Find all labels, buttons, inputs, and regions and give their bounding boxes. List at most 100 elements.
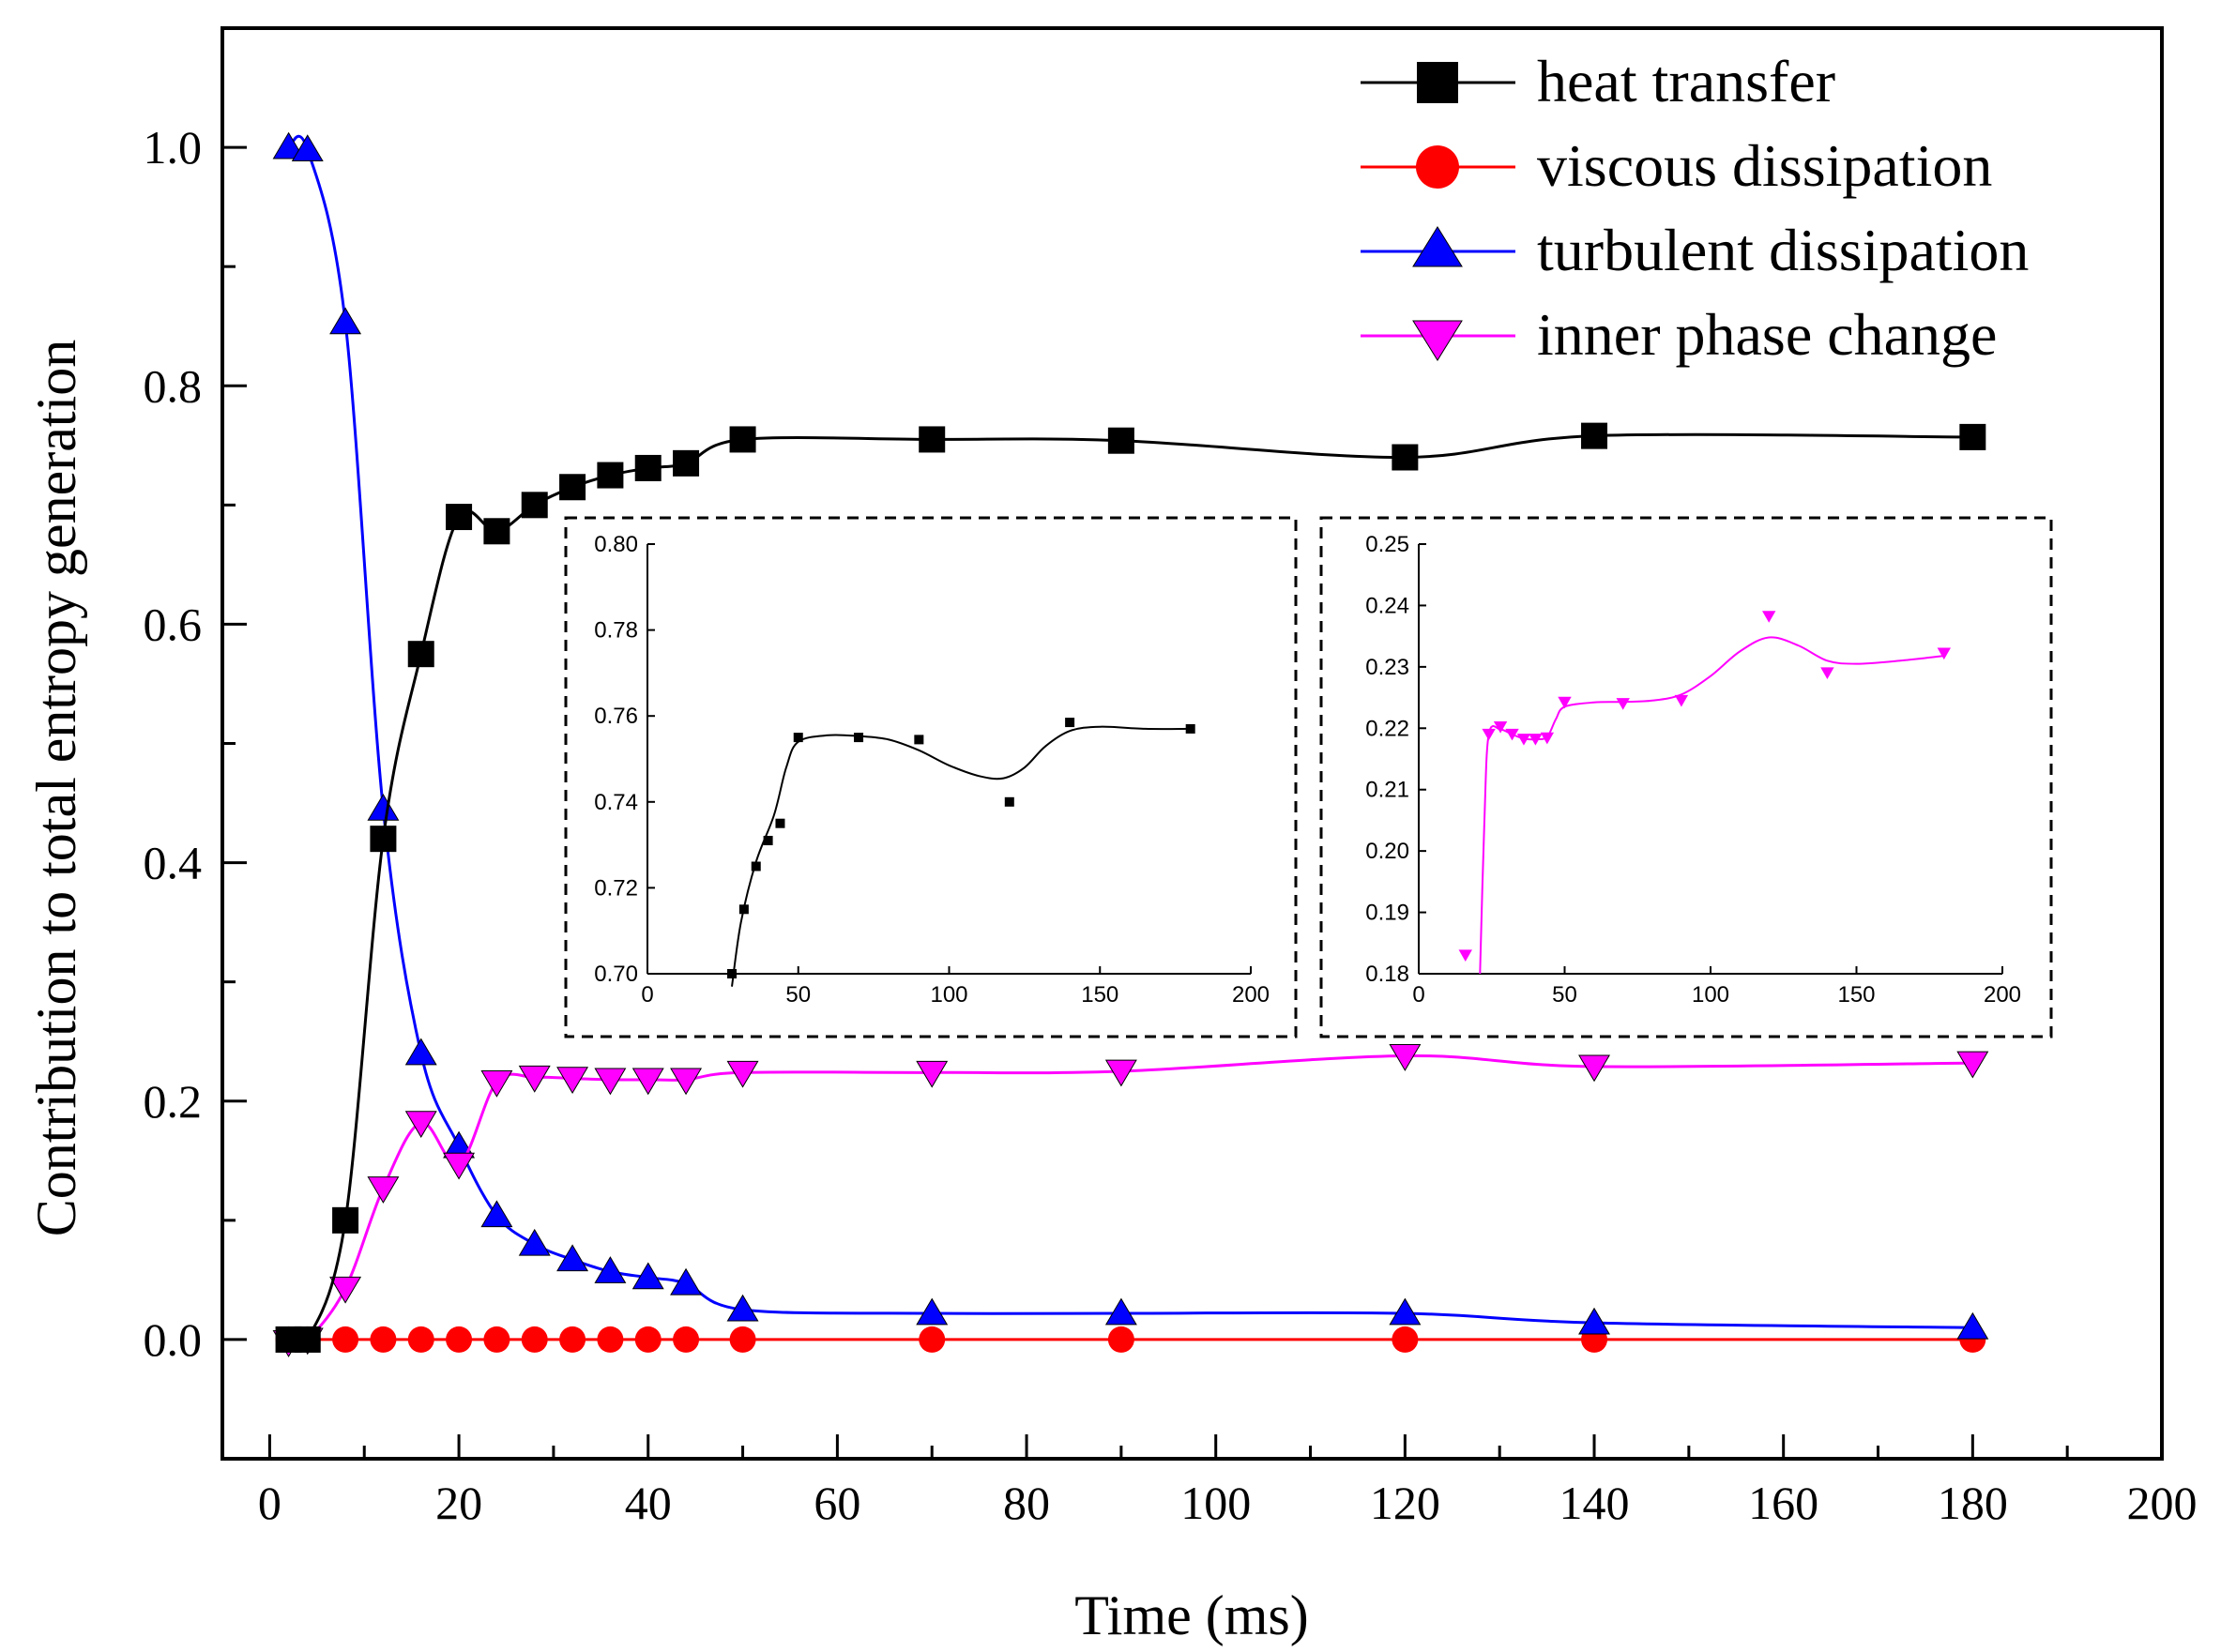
y-tick-label: 0.8 [144, 359, 203, 412]
data-point-heat-transfer [673, 449, 700, 477]
data-point-heat-transfer [1392, 444, 1419, 471]
inset-x-tick-label: 150 [1837, 982, 1875, 1008]
legend-label-turbulent-dissipation: turbulent dissipation [1537, 217, 2029, 283]
legend-label-inner-phase-change: inner phase change [1537, 301, 1997, 368]
legend: heat transfer viscous dissipation turbul… [1361, 48, 2029, 368]
inset-data-point-heat-transfer [1065, 718, 1075, 728]
data-point-heat-transfer [729, 426, 756, 453]
inset-data-point-heat-transfer [914, 735, 924, 745]
inset-data-point-inner-phase-change [1937, 647, 1951, 660]
y-tick-label: 0.6 [144, 598, 203, 650]
inset-x-tick-label: 0 [641, 982, 653, 1008]
inset-x-tick-label: 150 [1081, 982, 1118, 1008]
data-point-inner-phase-change [726, 1060, 759, 1088]
data-point-inner-phase-change [367, 1176, 400, 1204]
inset-border [564, 516, 1298, 1038]
legend-entry-heat-transfer: heat transfer [1361, 48, 1835, 114]
data-point-heat-transfer [1581, 422, 1608, 449]
inset-data-point-heat-transfer [775, 818, 785, 828]
x-tick-label: 180 [1938, 1477, 2008, 1529]
inset-x-tick-label: 0 [1412, 982, 1424, 1008]
data-point-heat-transfer [294, 1326, 321, 1353]
data-point-inner-phase-change [404, 1111, 437, 1139]
data-point-inner-phase-change [1104, 1059, 1137, 1087]
inset-border [1319, 516, 2053, 1038]
data-point-viscous-dissipation [634, 1326, 662, 1353]
data-point-turbulent-dissipation [480, 1200, 513, 1228]
legend-label-heat-transfer: heat transfer [1537, 48, 1835, 114]
data-point-viscous-dissipation [407, 1326, 434, 1353]
data-point-turbulent-dissipation [518, 1228, 551, 1256]
inset-y-tick-label: 0.74 [594, 790, 638, 815]
inset-x-tick-label: 50 [1552, 982, 1577, 1008]
data-point-turbulent-dissipation [1104, 1297, 1137, 1326]
inset-y-tick-label: 0.18 [1365, 962, 1409, 987]
inset-data-point-inner-phase-change [1493, 720, 1508, 734]
data-point-heat-transfer [483, 518, 510, 545]
y-axis-title: Contribution to total entropy generation [25, 340, 87, 1236]
inset-y-tick-label: 0.72 [594, 875, 638, 901]
inset-y-tick-label: 0.23 [1365, 655, 1409, 680]
inset-data-point-heat-transfer [763, 836, 773, 846]
y-tick-label: 0.4 [144, 837, 203, 889]
data-point-turbulent-dissipation [631, 1262, 664, 1290]
legend-entry-turbulent-dissipation: turbulent dissipation [1361, 217, 2029, 283]
data-point-heat-transfer [597, 462, 624, 489]
x-tick-label: 160 [1748, 1477, 1818, 1529]
data-point-heat-transfer [446, 504, 473, 531]
inset-data-point-inner-phase-change [1540, 732, 1555, 745]
inset-data-point-heat-transfer [793, 733, 803, 743]
x-tick-label: 80 [1003, 1477, 1050, 1529]
data-point-turbulent-dissipation [1956, 1311, 1989, 1340]
inset-data-point-heat-transfer [727, 969, 738, 978]
series-viscous-dissipation [275, 1326, 1986, 1353]
inset-data-point-heat-transfer [738, 904, 749, 915]
x-tick-label: 100 [1180, 1477, 1251, 1529]
inset-y-tick-label: 0.25 [1365, 532, 1409, 557]
inset-data-point-heat-transfer [1185, 723, 1195, 734]
data-point-heat-transfer [1107, 427, 1134, 454]
legend-entry-inner-phase-change: inner phase change [1361, 301, 1997, 368]
data-point-viscous-dissipation [521, 1326, 548, 1353]
main-plot-layer: 0 20 40 60 80 100 120 140 160 180 200 0.0 0.2 0.4 0.6 0… [144, 121, 2198, 1529]
legend-marker-inner-phase-change [1412, 320, 1463, 361]
data-point-turbulent-dissipation [556, 1244, 589, 1272]
inset-data-point-heat-transfer [751, 861, 761, 871]
inset-y-tick-label: 0.70 [594, 962, 638, 987]
legend-marker-turbulent-dissipation [1412, 226, 1463, 267]
x-tick-label: 140 [1559, 1477, 1630, 1529]
inset-data-point-inner-phase-change [1762, 611, 1776, 623]
data-point-viscous-dissipation [483, 1326, 510, 1353]
inset-x-tick-label: 200 [1232, 982, 1270, 1008]
inset-y-tick-label: 0.76 [594, 704, 638, 729]
inset-inner-phase-change: 0 50 100 150 200 0.18 0.19 0.20 0.21 0.22 0.23 0.24… [1319, 516, 2053, 1038]
data-point-heat-transfer [919, 426, 946, 453]
inset-x-tick-label: 100 [930, 982, 967, 1008]
inset-data-point-inner-phase-change [1616, 698, 1630, 710]
series-turbulent-dissipation [272, 131, 1989, 1340]
inset-x-tick-label: 100 [1692, 982, 1729, 1008]
x-tick-label: 20 [435, 1477, 482, 1529]
inset-data-point-inner-phase-change [1820, 667, 1834, 679]
x-tick-label: 60 [814, 1477, 860, 1529]
data-point-viscous-dissipation [1107, 1326, 1134, 1353]
inset-y-tick-label: 0.19 [1365, 901, 1409, 926]
data-point-turbulent-dissipation [670, 1267, 703, 1296]
data-point-inner-phase-change [443, 1152, 476, 1180]
data-point-inner-phase-change [1578, 1054, 1610, 1083]
data-point-inner-phase-change [670, 1068, 703, 1096]
inset-x-tick-label: 200 [1984, 982, 2021, 1008]
legend-label-viscous-dissipation: viscous dissipation [1537, 132, 1992, 199]
data-point-heat-transfer [1959, 423, 1986, 450]
inset-data-point-inner-phase-change [1558, 696, 1572, 709]
data-point-inner-phase-change [594, 1068, 627, 1096]
inset-heat-transfer: 0 50 100 150 200 0.70 0.72 0.74 0.76 0.78 0.80 [564, 516, 1298, 1038]
legend-entry-viscous-dissipation: viscous dissipation [1361, 132, 1992, 199]
data-point-viscous-dissipation [729, 1326, 756, 1353]
inset-y-tick-label: 0.78 [594, 618, 638, 644]
inset-data-point-inner-phase-change [1529, 734, 1543, 746]
data-point-turbulent-dissipation [594, 1256, 627, 1283]
data-point-inner-phase-change [329, 1276, 362, 1304]
data-point-turbulent-dissipation [1578, 1307, 1610, 1335]
inset-data-point-inner-phase-change [1516, 734, 1531, 746]
